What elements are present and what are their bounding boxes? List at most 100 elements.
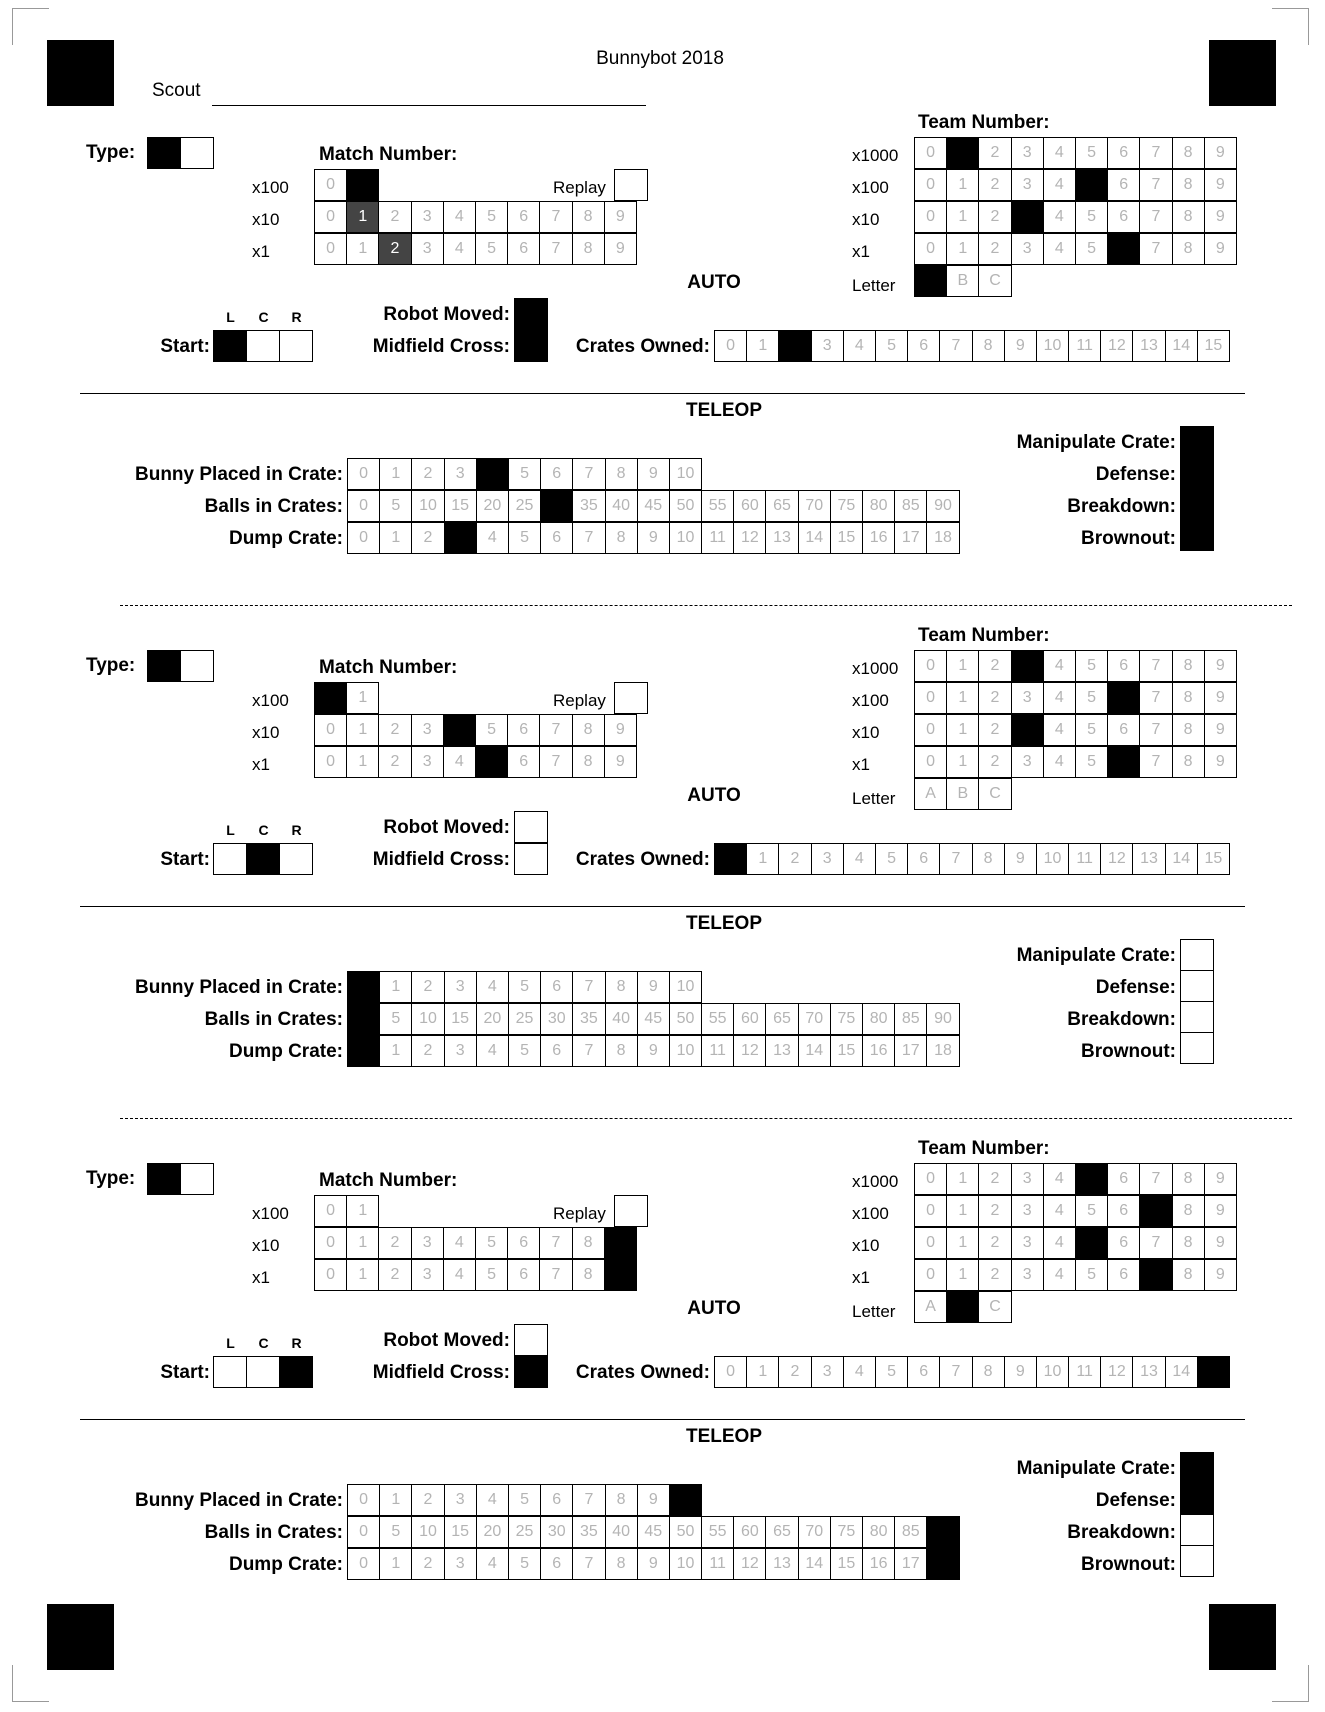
block-3-match-x1-cell[interactable]: 8 — [571, 1259, 605, 1291]
block-3-bunny-scale-cell[interactable]: 2 — [411, 1484, 445, 1516]
block-3-crates-owned-cell[interactable]: 3 — [810, 1356, 844, 1388]
block-1-dump-scale-cell[interactable]: 8 — [604, 522, 638, 554]
block-2-bunny-scale-cell[interactable]: 4 — [475, 971, 509, 1003]
block-3-match-x1-cell[interactable]: 5 — [474, 1259, 509, 1291]
block-2-balls-scale-cell[interactable]: 35 — [572, 1003, 606, 1035]
block-2-dump-scale-cell[interactable]: 6 — [540, 1035, 574, 1067]
block-3-team-x10-cell[interactable]: 1 — [946, 1227, 980, 1259]
block-3-start-boxes-cell[interactable] — [279, 1356, 313, 1388]
block-1-bunny-scale-cell[interactable]: 8 — [604, 458, 638, 490]
block-1-balls-scale-cell[interactable]: 55 — [701, 490, 735, 522]
block-2-match-x10-cell[interactable]: 4 — [442, 714, 476, 746]
block-3-match-x1-cell[interactable]: 1 — [346, 1259, 380, 1291]
block-1-team-x1-cell[interactable]: 6 — [1107, 233, 1141, 265]
block-2-dump-scale-cell[interactable]: 18 — [926, 1035, 960, 1067]
block-1-team-x10-cell[interactable]: 3 — [1010, 201, 1044, 233]
block-3-team-x10-cell[interactable]: 8 — [1171, 1227, 1205, 1259]
block-3-balls-scale-cell[interactable]: 45 — [636, 1516, 670, 1548]
block-2-type-boxes-cell[interactable] — [147, 650, 181, 682]
block-2-match-x1-cell[interactable]: 3 — [410, 746, 444, 778]
block-3-balls-scale-cell[interactable]: 5 — [379, 1516, 413, 1548]
block-1-match-x10-cell[interactable]: 7 — [539, 201, 573, 233]
block-2-match-x10-cell[interactable]: 0 — [314, 714, 348, 746]
block-3-team-x1000-cell[interactable]: 3 — [1010, 1163, 1044, 1195]
block-2-match-x100-cell[interactable]: 1 — [346, 682, 380, 714]
block-2-team-x100-cell[interactable]: 8 — [1171, 682, 1205, 714]
block-3-dump-scale-cell[interactable]: 16 — [862, 1548, 896, 1580]
block-3-balls-scale-cell[interactable]: 90 — [926, 1516, 960, 1548]
block-3-team-x1-cell[interactable]: 1 — [946, 1259, 980, 1291]
block-2-balls-scale-cell[interactable]: 50 — [668, 1003, 703, 1035]
block-1-team-x10-cell[interactable]: 9 — [1203, 201, 1237, 233]
block-1-crates-owned-cell[interactable]: 11 — [1068, 330, 1102, 362]
block-3-balls-scale-cell[interactable]: 20 — [475, 1516, 509, 1548]
block-2-team-x100-cell[interactable]: 9 — [1203, 682, 1237, 714]
block-1-team-x1000-cell[interactable]: 4 — [1042, 137, 1076, 169]
block-2-dump-scale-cell[interactable]: 2 — [411, 1035, 445, 1067]
block-1-team-x10-cell[interactable]: 7 — [1139, 201, 1173, 233]
block-3-team-x100-cell[interactable]: 2 — [978, 1195, 1012, 1227]
block-1-match-x100-cell[interactable]: 1 — [346, 169, 380, 201]
block-2-team-letter-cell[interactable]: A — [914, 778, 948, 810]
block-2-bunny-scale-cell[interactable]: 3 — [443, 971, 477, 1003]
block-1-team-x1-cell[interactable]: 7 — [1139, 233, 1173, 265]
block-3-dump-scale-cell[interactable]: 13 — [765, 1548, 799, 1580]
block-2-match-x1-cell[interactable]: 7 — [539, 746, 573, 778]
block-3-match-x10-cell[interactable]: 2 — [378, 1227, 412, 1259]
block-1-team-x100-cell[interactable]: 2 — [978, 169, 1012, 201]
block-1-team-x10-cell[interactable]: 0 — [914, 201, 948, 233]
block-1-balls-scale-cell[interactable]: 90 — [926, 490, 960, 522]
block-1-crates-owned-cell[interactable]: 6 — [907, 330, 941, 362]
block-1-match-x1-cell[interactable]: 3 — [410, 233, 444, 265]
block-3-team-x10-cell[interactable]: 0 — [914, 1227, 948, 1259]
block-1-team-x100-cell[interactable]: 1 — [946, 169, 980, 201]
block-3-dump-scale-cell[interactable]: 5 — [507, 1548, 542, 1580]
block-1-team-x10-cell[interactable]: 8 — [1171, 201, 1205, 233]
block-3-team-x1000-cell[interactable]: 9 — [1203, 1163, 1237, 1195]
block-1-match-x1-cell[interactable]: 1 — [346, 233, 380, 265]
block-1-crates-owned-cell[interactable]: 4 — [842, 330, 876, 362]
block-1-match-x10-cell[interactable]: 5 — [474, 201, 509, 233]
block-3-bunny-scale-cell[interactable]: 1 — [379, 1484, 413, 1516]
block-3-team-x10-cell[interactable]: 7 — [1139, 1227, 1173, 1259]
block-3-dump-scale-cell[interactable]: 10 — [668, 1548, 703, 1580]
block-3-bunny-scale-cell[interactable]: 0 — [347, 1484, 381, 1516]
block-1-match-x1-cell[interactable]: 9 — [603, 233, 637, 265]
block-1-robot-moved-box-cell[interactable] — [514, 298, 548, 330]
block-3-crates-owned-cell[interactable]: 2 — [778, 1356, 812, 1388]
block-2-balls-scale-cell[interactable]: 30 — [540, 1003, 574, 1035]
block-1-dump-scale-cell[interactable]: 5 — [507, 522, 542, 554]
block-1-match-x1-cell[interactable]: 5 — [474, 233, 509, 265]
block-1-dump-scale-cell[interactable]: 3 — [443, 522, 477, 554]
block-3-balls-scale-cell[interactable]: 75 — [829, 1516, 863, 1548]
block-2-match-x10-cell[interactable]: 1 — [346, 714, 380, 746]
block-1-balls-scale-cell[interactable]: 85 — [894, 490, 928, 522]
block-2-team-x100-cell[interactable]: 4 — [1042, 682, 1076, 714]
block-3-bunny-scale-cell[interactable]: 3 — [443, 1484, 477, 1516]
block-2-match-x10-cell[interactable]: 9 — [603, 714, 637, 746]
block-2-dump-scale-cell[interactable]: 13 — [765, 1035, 799, 1067]
block-2-balls-scale-cell[interactable]: 25 — [507, 1003, 542, 1035]
block-3-team-x100-cell[interactable]: 8 — [1171, 1195, 1205, 1227]
block-1-match-x10-cell[interactable]: 2 — [378, 201, 412, 233]
block-2-match-x1-cell[interactable]: 2 — [378, 746, 412, 778]
block-1-crates-owned-cell[interactable]: 0 — [714, 330, 748, 362]
block-2-dump-scale-cell[interactable]: 7 — [572, 1035, 606, 1067]
block-2-balls-scale-cell[interactable]: 55 — [701, 1003, 735, 1035]
block-2-team-x1000-cell[interactable]: 2 — [978, 650, 1012, 682]
block-2-start-boxes-cell[interactable] — [213, 843, 247, 875]
block-1-flag-boxes-cell[interactable] — [1180, 488, 1214, 520]
block-2-team-x1000-cell[interactable]: 4 — [1042, 650, 1076, 682]
block-2-match-x10-cell[interactable]: 7 — [539, 714, 573, 746]
block-1-team-x1-cell[interactable]: 8 — [1171, 233, 1205, 265]
block-2-match-x10-cell[interactable]: 2 — [378, 714, 412, 746]
block-2-crates-owned-cell[interactable]: 2 — [778, 843, 812, 875]
block-2-dump-scale-cell[interactable]: 8 — [604, 1035, 638, 1067]
block-2-type-boxes-cell[interactable] — [180, 650, 214, 682]
block-1-dump-scale-cell[interactable]: 6 — [540, 522, 574, 554]
block-3-team-x10-cell[interactable]: 6 — [1107, 1227, 1141, 1259]
block-3-crates-owned-cell[interactable]: 10 — [1035, 1356, 1070, 1388]
block-2-dump-scale-cell[interactable]: 17 — [894, 1035, 928, 1067]
block-1-team-x10-cell[interactable]: 1 — [946, 201, 980, 233]
block-3-team-x1000-cell[interactable]: 2 — [978, 1163, 1012, 1195]
